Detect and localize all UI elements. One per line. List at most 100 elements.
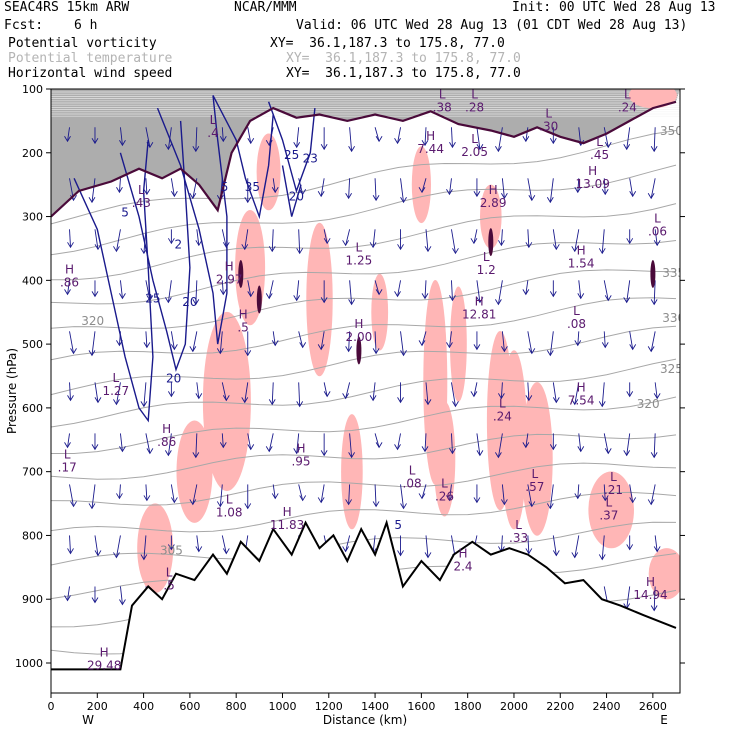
- extremum-value: .57: [525, 480, 544, 494]
- wind-speed-contour: [156, 95, 228, 345]
- extremum-value: .86: [157, 435, 176, 449]
- extremum-value: 2.00: [346, 330, 373, 344]
- y-tick-label: 900: [22, 593, 43, 606]
- wind-vector-head: [598, 401, 606, 408]
- forecast-hour: 6 h: [74, 18, 98, 33]
- wind-vector: [650, 433, 658, 459]
- wind-vector-head: [348, 299, 355, 306]
- wind-vector-head: [143, 342, 151, 349]
- field-name-theta: Potential temperature: [8, 51, 173, 66]
- wind-vector-head: [189, 193, 197, 200]
- wind-vector: [549, 280, 557, 298]
- extremum-value: 13.09: [576, 177, 610, 191]
- wind-vector-head: [574, 493, 582, 500]
- wind-vector: [317, 484, 325, 504]
- wind-vector-shaft: [145, 280, 151, 301]
- wind-vector-shaft: [451, 127, 453, 148]
- extremum-kind: H: [577, 244, 586, 258]
- wind-vector-shaft: [272, 331, 276, 346]
- wind-vector-head: [247, 138, 255, 145]
- theta-contour: [51, 462, 677, 506]
- wind-vector: [69, 331, 77, 355]
- wind-vector-shaft: [323, 382, 328, 397]
- extremum-value: 1.25: [346, 253, 373, 267]
- pv-shading-region: [521, 382, 553, 536]
- wind-vector: [348, 280, 355, 306]
- wind-contour-label: 25: [145, 292, 160, 306]
- extremum-label: H.86: [157, 422, 176, 449]
- extremum-value: 29.48: [87, 658, 121, 672]
- wind-vector: [546, 331, 554, 357]
- wind-vector-shaft: [170, 484, 175, 503]
- extremum-value: 1.08: [216, 505, 243, 519]
- wind-vector-head: [216, 501, 224, 508]
- wind-vector: [476, 433, 484, 457]
- wind-vector: [626, 535, 634, 551]
- wind-vector: [116, 331, 123, 347]
- wind-vector-shaft: [497, 127, 503, 152]
- wind-vector-shaft: [196, 382, 200, 399]
- wind-vector-head: [91, 597, 99, 604]
- wind-vector-shaft: [374, 484, 377, 507]
- extremum-value: .45: [590, 148, 609, 162]
- wind-vector: [94, 229, 102, 251]
- theta-contour: [51, 325, 677, 396]
- wind-speed-contour: [73, 139, 154, 423]
- wind-vector: [400, 178, 407, 204]
- wind-vector: [446, 331, 453, 349]
- wind-vector: [113, 535, 121, 559]
- wind-vector: [552, 229, 560, 251]
- wind-vector-head: [146, 142, 154, 149]
- wind-vector-head: [601, 342, 609, 349]
- wind-vector-head: [268, 399, 276, 406]
- wind-vector-shaft: [654, 535, 658, 552]
- wind-vector: [424, 535, 432, 559]
- wind-vector-head: [293, 295, 301, 302]
- wind-vector: [601, 331, 609, 349]
- wind-vector-head: [64, 442, 71, 449]
- extremum-kind: H: [65, 263, 74, 277]
- wind-vector-head: [528, 501, 536, 508]
- wind-vector-head: [501, 193, 508, 200]
- wind-vector-head: [299, 495, 307, 502]
- extremum-kind: H: [577, 381, 586, 395]
- wind-vector-shaft: [577, 178, 580, 193]
- wind-vector: [241, 229, 249, 251]
- extremum-label: L.26: [435, 476, 454, 503]
- wind-vector-head: [317, 497, 325, 504]
- extremum-label: H.5: [237, 307, 248, 334]
- wind-vector: [372, 178, 380, 202]
- wind-vector: [69, 484, 77, 508]
- extremum-label: L.57: [525, 467, 544, 494]
- wind-vector: [271, 484, 279, 500]
- wind-vector: [64, 586, 71, 602]
- plot-frame: [50, 88, 681, 694]
- extremum-label: L.5: [163, 566, 174, 593]
- extremum-label: H.95: [291, 441, 310, 468]
- wind-vector-head: [418, 187, 426, 194]
- wind-vector-head: [348, 146, 355, 153]
- wind-vector-head: [88, 503, 96, 510]
- wind-vector: [320, 127, 328, 151]
- wind-vector-head: [116, 493, 123, 500]
- wind-vector-shaft: [143, 229, 147, 254]
- y-tick-label: 800: [22, 529, 43, 542]
- wind-vector-shaft: [91, 484, 96, 509]
- wind-vector: [94, 535, 102, 557]
- wind-vector: [525, 535, 533, 555]
- wind-vector-shaft: [525, 433, 529, 448]
- wind-vector: [501, 484, 508, 506]
- wind-vector-head: [421, 140, 429, 147]
- extremum-value: 1.54: [568, 257, 595, 271]
- wind-vector-shaft: [525, 280, 529, 295]
- field-name-wind: Horizontal wind speed: [8, 66, 173, 81]
- extremum-kind: H: [646, 575, 655, 589]
- wind-vector: [143, 178, 151, 196]
- extremum-value: .5: [163, 579, 174, 593]
- wind-vector: [119, 586, 126, 606]
- wind-vector-head: [400, 503, 407, 510]
- wind-vector: [647, 331, 656, 353]
- wind-vector-shaft: [577, 484, 580, 499]
- extremum-label: H1.54: [568, 244, 595, 271]
- wind-vector: [91, 280, 99, 298]
